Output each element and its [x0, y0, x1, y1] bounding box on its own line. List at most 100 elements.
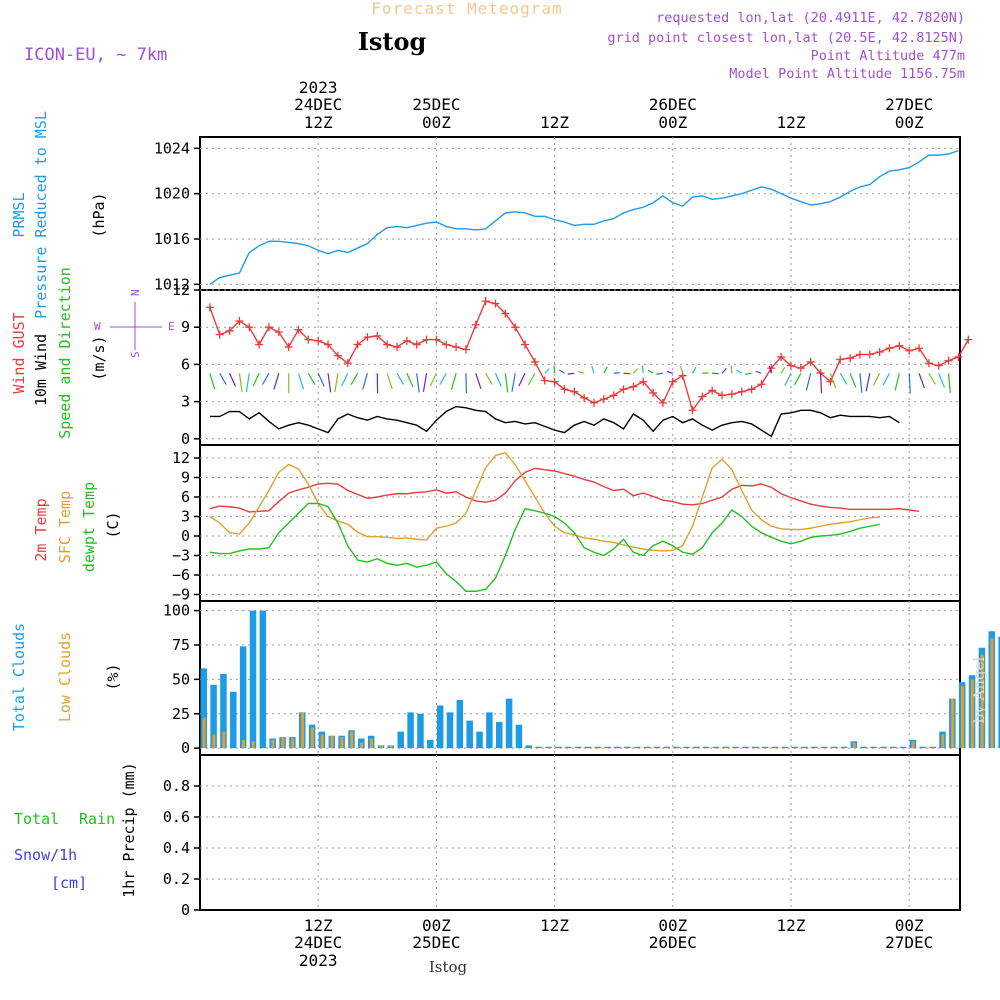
wind-direction-arrow: [730, 365, 733, 374]
gust-line-marker: [934, 361, 943, 370]
low-clouds-bar: [251, 741, 255, 749]
pressure-ytick-label: 1012: [154, 275, 190, 293]
total-clouds-bar: [525, 745, 533, 749]
top-hour-label: 00Z: [658, 113, 687, 132]
total-clouds-bar: [427, 739, 434, 749]
compass-n: N: [129, 289, 142, 296]
gust-line-marker: [521, 340, 530, 349]
wind-unit-label: (m/s): [90, 335, 108, 380]
gust-line-marker: [836, 355, 845, 364]
wind-direction-arrow: [334, 373, 339, 393]
gust-line-marker: [855, 350, 864, 359]
total-clouds-bar: [702, 746, 710, 749]
wind-direction-arrow: [229, 373, 237, 387]
temp2m-line: [209, 467, 920, 513]
low-clouds-bar: [941, 734, 945, 749]
gust-line-marker: [412, 340, 421, 349]
total-clouds-bar: [564, 746, 572, 749]
low-clouds-label: Low Clouds: [56, 632, 74, 722]
total-clouds-bar: [545, 746, 552, 749]
total-clouds-bar: [890, 746, 897, 749]
wind-direction-arrow: [317, 373, 325, 387]
wind-direction-arrow: [450, 373, 457, 390]
pressure-frame: [199, 136, 961, 291]
wind-direction-arrow: [691, 366, 697, 374]
gust-line-marker: [560, 385, 569, 394]
total-clouds-bar: [200, 668, 207, 749]
gust-line-marker: [865, 350, 874, 359]
gust-line-marker: [255, 340, 264, 349]
low-clouds-bar: [320, 734, 324, 749]
wind-ytick-label: 0: [181, 430, 190, 448]
low-clouds-bar: [330, 735, 334, 749]
gust-line-marker: [264, 323, 273, 332]
bottom-date-label: 26DEC: [649, 933, 697, 952]
low-clouds-bar: [960, 686, 964, 749]
top-hour-label: 00Z: [895, 113, 924, 132]
wind-direction-arrow: [252, 373, 260, 387]
clouds-unit-label: (%): [104, 663, 122, 690]
low-clouds-bar: [271, 739, 275, 749]
clouds-ytick-label: 100: [163, 602, 190, 620]
wind-compass: W E N S: [94, 289, 175, 358]
gust-line-marker: [215, 330, 224, 339]
low-clouds-bar: [340, 737, 344, 749]
wind-direction-arrow: [475, 373, 482, 390]
wind-direction-arrow: [613, 372, 620, 374]
total-clouds-bar: [752, 746, 759, 749]
gust-line-marker: [333, 351, 342, 360]
wind-direction-arrow: [558, 369, 565, 374]
low-clouds-bar: [360, 742, 364, 749]
wind-direction-arrow: [261, 372, 270, 385]
wind-direction-arrow: [567, 372, 575, 375]
low-clouds-bar: [951, 698, 955, 749]
precipitation-ytick-label: 0.2: [163, 870, 190, 888]
gust-line-marker: [481, 297, 490, 306]
gust-line-marker: [235, 317, 244, 325]
cloud-labels: Total Clouds Low Clouds (%): [10, 623, 122, 731]
total-label: Total: [14, 810, 59, 828]
total-clouds-bar: [496, 722, 503, 749]
gust-line-marker: [284, 343, 293, 352]
total-clouds-bar: [732, 746, 739, 749]
gust-line-marker: [422, 335, 431, 344]
low-clouds-bar: [281, 737, 285, 749]
temperature-ytick-label: 6: [181, 488, 190, 506]
total-clouds-bar: [791, 746, 798, 749]
gust-line-marker: [304, 335, 313, 344]
gust-line-marker: [698, 392, 707, 401]
gust-line-marker: [491, 299, 500, 308]
panels: 1012101610201024036912−9−6−3036912025507…: [154, 136, 1000, 919]
total-clouds-bar: [594, 746, 601, 749]
wind-direction-arrow: [755, 370, 762, 374]
gust-line-marker: [708, 386, 717, 395]
total-clouds-bar: [417, 713, 424, 749]
total-clouds-bar: [239, 646, 247, 749]
wind-direction-arrow: [350, 372, 359, 385]
gust-line-marker: [875, 348, 884, 356]
gust-line-marker: [324, 340, 333, 349]
wind-direction-arrow: [656, 372, 664, 375]
total-clouds-bar: [555, 746, 562, 749]
pressure-ytick-label: 1024: [154, 139, 190, 157]
low-clouds-bar: [970, 679, 974, 749]
wind-direction-arrow: [745, 372, 752, 375]
gust-line-marker: [747, 385, 756, 394]
total-clouds-bar: [476, 731, 483, 749]
wind-direction-arrow: [238, 373, 243, 393]
wind-direction-arrow: [416, 373, 420, 393]
low-clouds-bar: [389, 745, 393, 749]
footer-location: Istog: [429, 958, 468, 976]
dewpt-temp-label: dewpt Temp: [80, 482, 98, 572]
wind-direction-arrow: [327, 373, 332, 393]
gust-line-marker: [796, 364, 805, 373]
wind-direction-arrow: [859, 373, 863, 393]
total-clouds-bar: [712, 746, 720, 749]
wind-direction-arrow: [819, 373, 823, 394]
bottom-hour-label: 00Z: [658, 916, 687, 935]
gust-line-marker: [944, 356, 953, 365]
gust-line-marker: [225, 326, 234, 335]
watermark: by Angel: [970, 656, 988, 723]
total-clouds-label: Total Clouds: [10, 623, 28, 731]
